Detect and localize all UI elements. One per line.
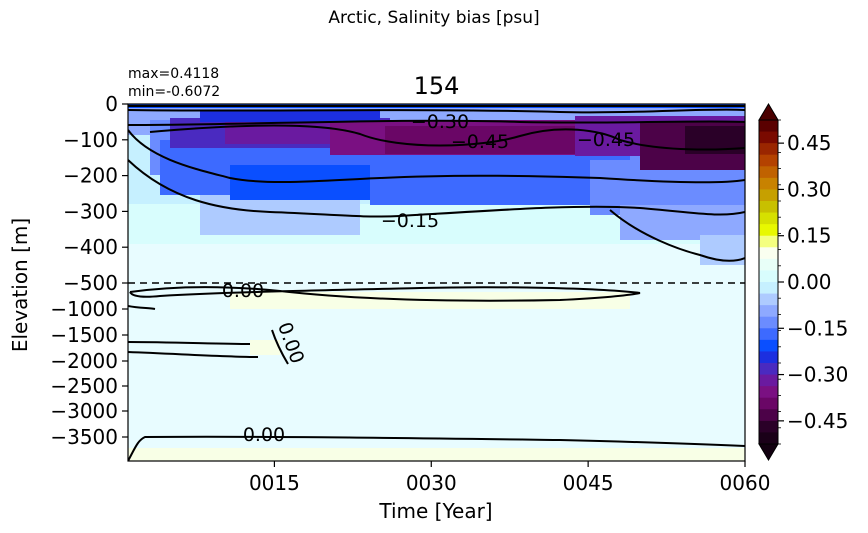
colorbar-segment xyxy=(759,235,778,248)
y-axis: 0 −100 −200 −300 −400 −500−1000−1500−2000−250… xyxy=(50,92,128,449)
x-axis-label: Time [Year] xyxy=(378,499,492,523)
y-tick-label: −200 xyxy=(63,164,118,188)
stat-max-label: max=0.4118 xyxy=(128,66,220,82)
contour-line xyxy=(149,124,745,151)
x-tick-label: 0045 xyxy=(563,471,614,495)
colorbar-segment xyxy=(759,258,778,271)
contour-line xyxy=(128,305,156,310)
figure-suptitle: Arctic, Salinity bias [psu] xyxy=(328,8,540,28)
x-tick-label: 0015 xyxy=(249,471,300,495)
contour-line xyxy=(128,159,745,218)
colorbar-segment xyxy=(759,212,778,225)
colorbar-segment xyxy=(759,351,778,364)
colorbar-tick-label: −0.15 xyxy=(787,316,848,340)
heatmap-cell xyxy=(620,205,745,240)
contour-label: 0.00 xyxy=(222,280,264,302)
colorbar-tick-label: −0.30 xyxy=(787,363,848,387)
contour-label: −0.45 xyxy=(451,131,509,153)
y-tick-label: 0 xyxy=(105,92,118,116)
heatmap-cell xyxy=(385,126,595,154)
contour-label: −0.30 xyxy=(411,111,469,133)
colorbar-segment xyxy=(759,432,778,445)
colorbar-segment xyxy=(759,339,778,352)
contour-line xyxy=(271,329,289,365)
heatmap-cell xyxy=(128,448,745,461)
contour-line xyxy=(129,286,641,302)
heatmap-cell xyxy=(128,283,745,461)
stat-min-label: min=-0.6072 xyxy=(128,84,221,100)
colorbar-segment xyxy=(759,131,778,144)
panel-title: 154 xyxy=(413,72,460,100)
y-tick-label: −2000 xyxy=(50,349,118,373)
colorbar-extend-min xyxy=(758,443,779,461)
y-tick-label: −2500 xyxy=(50,374,118,398)
contour-line xyxy=(128,341,251,345)
colorbar-segment xyxy=(759,270,778,283)
colorbar-tick-label: 0.45 xyxy=(787,131,832,155)
colorbar-segment xyxy=(759,316,778,329)
y-tick-label: −3500 xyxy=(50,425,118,449)
colorbar-segment xyxy=(759,386,778,399)
y-tick-label: −100 xyxy=(63,128,118,152)
x-axis: 0015 0030 0045 0060 xyxy=(249,461,770,495)
y-tick-label: −400 xyxy=(63,235,118,259)
colorbar-segment xyxy=(759,305,778,318)
colorbar: 0.45 0.30 0.15 0.00 −0.15 −0.30 −0.45 xyxy=(758,103,848,461)
contour-lines: 0.00−0.15−0.30−0.45 −0.450.000.00 xyxy=(128,105,745,461)
colorbar-tick-label: 0.15 xyxy=(787,224,832,248)
colorbar-segment xyxy=(759,328,778,341)
heatmap-cells xyxy=(128,104,745,461)
colorbar-extend-max xyxy=(758,103,779,121)
x-tick-label: 0030 xyxy=(406,471,457,495)
colorbar-tick-label: 0.00 xyxy=(787,270,832,294)
colorbar-tick-label: −0.45 xyxy=(787,409,848,433)
colorbar-segment xyxy=(759,409,778,422)
y-tick-label: −3000 xyxy=(50,399,118,423)
y-tick-label: −1000 xyxy=(50,297,118,321)
colorbar-segment xyxy=(759,177,778,190)
contour-label: −0.45 xyxy=(577,129,635,151)
colorbar-segment xyxy=(759,397,778,410)
colorbar-segment xyxy=(759,374,778,387)
colorbar-segment xyxy=(759,293,778,306)
colorbar-segment xyxy=(759,247,778,260)
contour-line xyxy=(128,351,259,358)
colorbar-segment xyxy=(759,154,778,167)
colorbar-segment xyxy=(759,224,778,237)
y-tick-label: −300 xyxy=(63,199,118,223)
colorbar-tick-label: 0.30 xyxy=(787,177,832,201)
contour-label: 0.00 xyxy=(243,424,285,446)
contour-label: −0.15 xyxy=(381,210,439,232)
heatmap-cell xyxy=(250,340,280,355)
heatmap-cell xyxy=(200,110,380,122)
y-tick-label: −1500 xyxy=(50,323,118,347)
y-tick-label: −500 xyxy=(63,271,118,295)
colorbar-segment xyxy=(759,120,778,133)
colorbar-segment xyxy=(759,166,778,179)
contour-line xyxy=(128,119,745,126)
contour-line xyxy=(609,209,745,262)
y-axis-label: Elevation [m] xyxy=(8,218,32,352)
colorbar-segment xyxy=(759,201,778,214)
colorbar-segment xyxy=(759,282,778,295)
colorbar-segment xyxy=(759,143,778,156)
colorbar-segment xyxy=(759,189,778,202)
colorbar-segment xyxy=(759,420,778,433)
x-tick-label: 0060 xyxy=(720,471,771,495)
contour-line xyxy=(128,108,745,114)
contour-line xyxy=(128,129,745,184)
contour-line xyxy=(128,435,745,461)
colorbar-segment xyxy=(759,363,778,376)
